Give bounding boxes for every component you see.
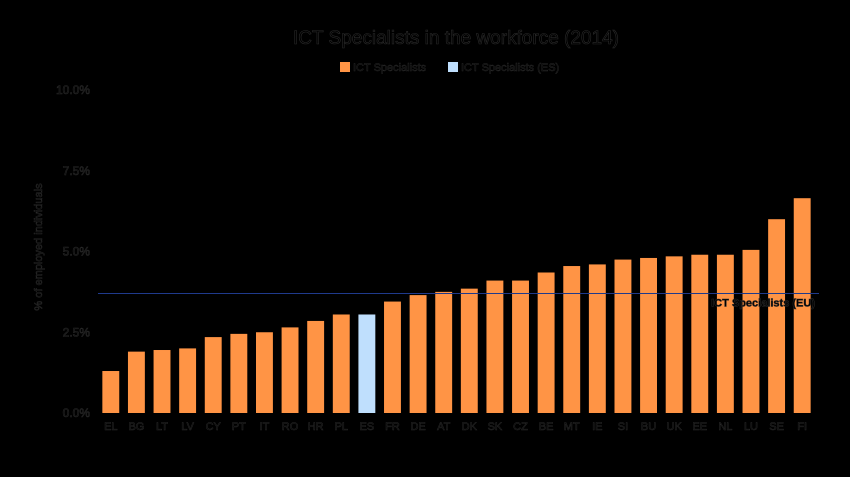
x-tick-label: MT	[564, 421, 580, 433]
x-tick-label: BG	[128, 421, 144, 433]
legend-swatch-ict-specialists	[340, 62, 350, 72]
bar-de	[409, 295, 427, 413]
x-tick-label: CZ	[513, 421, 528, 433]
x-tick-label: ES	[360, 421, 375, 433]
x-tick-label: PL	[335, 421, 348, 433]
bar-sk	[486, 280, 504, 413]
x-tick-label: AT	[437, 421, 451, 433]
legend-label-ict-specialists-es: ICT Specialists (ES)	[461, 62, 559, 74]
y-tick-label: 10.0%	[56, 83, 90, 97]
bar-mt	[563, 266, 581, 413]
x-tick-label: SK	[488, 421, 503, 433]
bar-lt	[153, 350, 171, 413]
bar-si	[614, 259, 632, 413]
bar-cy	[204, 337, 222, 413]
bar-hr	[307, 320, 325, 413]
y-axis-label: % of employed individuals	[33, 183, 45, 311]
bar-ro	[281, 327, 299, 413]
x-tick-label: PT	[232, 421, 246, 433]
y-tick-label: 0.0%	[63, 406, 91, 420]
bar-fr	[384, 301, 401, 413]
bar-se	[768, 219, 786, 413]
x-tick-label: SI	[618, 421, 628, 433]
x-tick-label: LT	[156, 421, 168, 433]
x-tick-label: IE	[592, 421, 602, 433]
bar-es	[358, 314, 376, 413]
bar-uk	[665, 256, 683, 413]
y-tick-label: 5.0%	[63, 245, 91, 259]
x-tick-label: UK	[667, 421, 683, 433]
chart-title: ICT Specialists in the workforce (2014)	[293, 28, 620, 50]
bar-cz	[512, 280, 529, 413]
bar-pl	[332, 314, 350, 413]
x-tick-label: IT	[260, 421, 270, 433]
bar-el	[102, 371, 120, 413]
y-tick-label: 2.5%	[63, 325, 91, 339]
y-tick-label: 7.5%	[63, 164, 91, 178]
x-tick-label: BE	[539, 421, 554, 433]
bar-bg	[127, 351, 145, 413]
x-tick-label: NL	[718, 421, 732, 433]
eu-reference-label: ICT Specialists (EU)	[711, 297, 815, 309]
x-tick-label: LU	[744, 421, 758, 433]
bars	[102, 198, 811, 414]
x-tick-label: HR	[308, 421, 324, 433]
bar-at	[435, 291, 453, 414]
x-tick-label: CY	[206, 421, 222, 433]
bar-ie	[588, 264, 606, 413]
y-axis-ticks: 0.0% 2.5% 5.0% 7.5% 10.0%	[56, 83, 91, 421]
bar-dk	[460, 288, 478, 413]
legend: ICT Specialists ICT Specialists (ES)	[340, 62, 559, 74]
legend-label-ict-specialists: ICT Specialists	[353, 62, 427, 74]
bar-lu	[742, 249, 760, 413]
x-tick-label: DE	[410, 421, 425, 433]
x-tick-label: FI	[797, 421, 807, 433]
x-tick-label: EL	[104, 421, 117, 433]
x-tick-label: DK	[462, 421, 478, 433]
bar-it	[256, 332, 273, 413]
x-tick-label: FR	[385, 421, 400, 433]
bar-be	[537, 272, 555, 413]
x-tick-label: EE	[692, 421, 707, 433]
x-axis-labels: EL BG LT LV CY PT IT RO HR PL ES FR DE AT DK SK CZ BE MT IE…	[104, 421, 808, 434]
bar-nl	[716, 254, 734, 413]
x-tick-label: BU	[641, 421, 656, 433]
x-tick-label: SE	[769, 421, 784, 433]
bar-ee	[691, 254, 709, 413]
legend-swatch-ict-specialists-es	[448, 62, 458, 72]
bar-fi	[793, 198, 811, 413]
bar-lv	[179, 348, 197, 413]
bar-pt	[230, 333, 248, 413]
bar-bu	[640, 257, 657, 413]
x-tick-label: RO	[282, 421, 299, 433]
x-tick-label: LV	[181, 421, 194, 433]
